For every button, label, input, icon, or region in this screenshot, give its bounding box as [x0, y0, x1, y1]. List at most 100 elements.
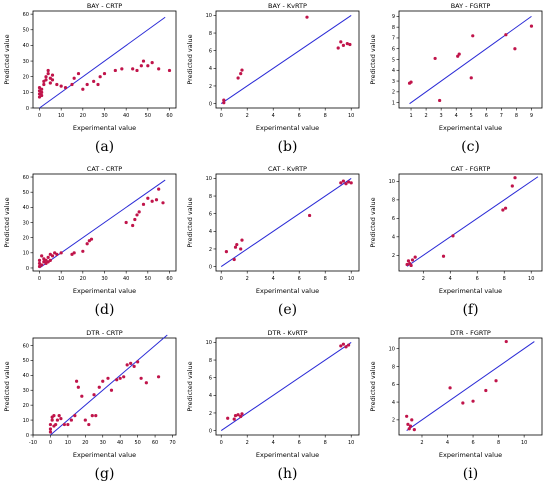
chart-0-ytick-label: 60 [23, 12, 29, 18]
chart-4-ytick-label: 0 [209, 264, 212, 270]
chart-3-point [89, 237, 94, 241]
chart-2-ytick-label: 6 [392, 47, 395, 53]
chart-3-xtick-label: 0 [38, 276, 41, 282]
chart-3-ytick-label: 60 [23, 175, 29, 181]
chart-1-point [239, 72, 243, 76]
chart-8-point [405, 414, 409, 418]
chart-1-ytick-label: 8 [209, 31, 212, 37]
chart-0-ytick-label: 30 [23, 59, 29, 65]
chart-6-ytick-label: 30 [23, 388, 29, 394]
chart-3-point [37, 258, 42, 262]
chart-4-point [239, 247, 243, 251]
chart-3-point [85, 242, 89, 246]
chart-2-xtick-label: 9 [530, 113, 533, 119]
chart-6-point [106, 376, 110, 380]
chart-6-point [125, 363, 129, 367]
chart-4-ytick-label: 8 [209, 194, 212, 200]
chart-2-ytick-label: 5 [392, 57, 395, 63]
chart-0-sublabel: (a) [94, 139, 115, 155]
chart-3-ytick-label: 10 [23, 251, 29, 257]
chart-5: CAT - FGRTP 2 4 6 8 10 2 4 6 8 10 Experimental valu… [369, 165, 543, 295]
chart-6-xtick-label: 40 [117, 440, 123, 446]
chart-6-point [48, 430, 53, 434]
chart-3-point [48, 258, 52, 262]
chart-5-ytick-label: 4 [392, 235, 395, 241]
chart-1-xtick-label: 4 [272, 113, 275, 119]
chart-8-title: DTR - FGRTP [450, 329, 491, 337]
chart-2-ytick-label: 2 [392, 90, 395, 96]
chart-3-title: CAT - CRTP [87, 165, 122, 173]
chart-3-point [150, 199, 154, 203]
chart-3-point [40, 263, 44, 267]
chart-7-ytick-label: 4 [209, 393, 212, 399]
chart-6-point [74, 379, 79, 383]
chart-6-point [156, 375, 161, 379]
chart-5-point [513, 176, 517, 180]
chart-4-point [341, 179, 345, 183]
chart-0-xtick-label: 50 [145, 113, 151, 119]
chart-1-ylabel: Predicted value [186, 34, 194, 84]
chart-3-point [154, 198, 159, 202]
chart-1-ytick-label: 4 [209, 66, 212, 72]
chart-5-point [409, 263, 413, 268]
chart-3-point [131, 223, 135, 228]
chart-3-point [157, 187, 161, 191]
chart-0-point [46, 71, 50, 76]
chart-1-point [305, 15, 309, 19]
chart-6-point [57, 414, 61, 418]
chart-0-point [98, 75, 102, 79]
chart-8-xtick-label: 2 [420, 440, 423, 446]
chart-0: BAY - CRTP 0 10 20 30 40 50 60 0 10 20 30 40 50 60 Expe… [3, 2, 177, 132]
chart-1-ytick-label: 6 [209, 48, 212, 54]
chart-3-ytick-label: 50 [23, 190, 29, 196]
chart-4-xtick-label: 8 [324, 276, 327, 282]
chart-1-xlabel: Experimental value [256, 124, 319, 132]
chart-2-point [469, 76, 473, 80]
chart-1-point [339, 40, 343, 44]
chart-7-ylabel: Predicted value [186, 361, 194, 411]
chart-3-point [46, 255, 50, 259]
chart-4-ytick-label: 4 [209, 229, 212, 235]
chart-6-point [136, 360, 140, 364]
chart-0-xtick-label: 60 [166, 113, 172, 119]
chart-4-plot-frame [215, 173, 360, 272]
chart-8-ytick-label: 8 [392, 364, 395, 370]
chart-7-xtick-label: 0 [220, 440, 223, 446]
chart-4-xlabel: Experimental value [256, 287, 319, 295]
chart-4-sublabel: (e) [277, 302, 298, 318]
chart-6-point [109, 388, 114, 392]
chart-4-identity-line [220, 177, 352, 268]
chart-7-title: DTR - KvRTP [267, 329, 307, 337]
chart-6-point [48, 427, 53, 431]
chart-6-xlabel: Experimental value [73, 451, 136, 459]
chart-5-point [405, 262, 409, 267]
chart-6-xtick-label: 60 [152, 440, 158, 446]
chart-5-point [501, 208, 505, 212]
chart-6-ylabel: Predicted value [3, 361, 11, 411]
chart-8-sublabel: (i) [462, 466, 479, 482]
chart-0-point [48, 81, 52, 85]
chart-6-point [94, 414, 98, 418]
chart-0-point [141, 59, 146, 63]
chart-0-ytick-label: 10 [23, 90, 29, 96]
chart-6-point [129, 361, 133, 365]
chart-6-point [132, 364, 136, 368]
chart-8-point [448, 386, 452, 390]
chart-0-point [40, 90, 44, 94]
chart-7-ytick-label: 2 [209, 411, 212, 417]
chart-5-sublabel: (f) [462, 302, 479, 318]
chart-2-point [504, 33, 508, 37]
chart-3-point [72, 251, 76, 255]
chart-3-xtick-label: 30 [101, 276, 107, 282]
chart-8: DTR - FGRTP 2 4 6 8 10 2 4 6 8 10 Experimental valu… [369, 329, 543, 459]
chart-5-point [406, 259, 411, 263]
chart-8-ytick-label: 6 [392, 382, 395, 388]
chart-6-point [62, 422, 66, 427]
chart-2-xtick-label: 4 [455, 113, 458, 119]
chart-1-point [222, 98, 226, 102]
chart-1-point [345, 42, 349, 46]
chart-0-point [157, 67, 161, 71]
chart-0-ytick-label: 20 [23, 75, 29, 81]
chart-3-point [50, 254, 55, 258]
